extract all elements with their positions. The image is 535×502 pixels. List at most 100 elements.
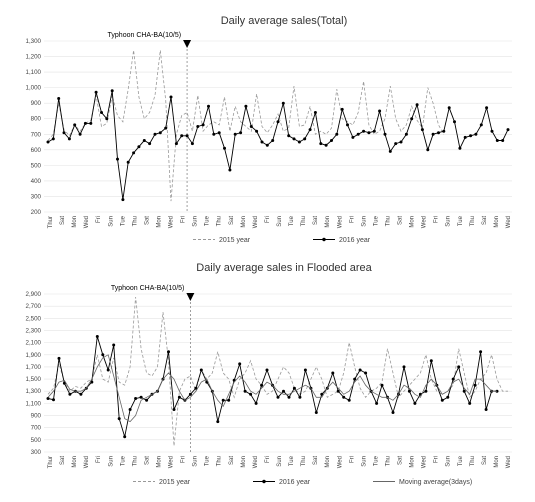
data-point [440, 398, 444, 402]
data-point [362, 129, 366, 133]
data-point [292, 137, 296, 141]
data-point [196, 125, 200, 128]
data-point [190, 142, 194, 146]
x-tick-label: Thur [48, 216, 54, 228]
data-point [276, 395, 280, 399]
data-point [479, 123, 483, 127]
y-tick-label: 2,900 [26, 291, 42, 298]
data-point [73, 123, 77, 127]
data-point [447, 106, 451, 110]
data-point [424, 389, 428, 393]
data-point [212, 132, 216, 136]
x-tick-label: Sat [144, 216, 150, 225]
x-tick-label: Sun [361, 216, 367, 227]
data-point [46, 140, 50, 144]
flooded-area-sales-chart: Daily average sales in Flooded area 300 50… [26, 262, 512, 486]
chart-title: Daily average sales in Flooded area [196, 262, 372, 274]
data-point [319, 142, 323, 146]
x-tick-label: Wed [253, 216, 259, 228]
data-point [153, 132, 157, 136]
data-point [495, 139, 499, 142]
x-tick-label: Wed [337, 456, 343, 468]
data-point [303, 137, 307, 141]
data-point [134, 397, 138, 400]
legend-label: 2016 year [279, 479, 311, 486]
legend-label: 2015 year [159, 479, 191, 486]
x-tick-label: Tue [205, 215, 211, 226]
data-point [121, 198, 125, 202]
data-point [105, 117, 109, 121]
x-tick-label: Sat [398, 216, 404, 225]
data-point [249, 125, 253, 128]
data-point [469, 134, 473, 138]
x-tick-label: Sat [229, 456, 235, 465]
data-point [462, 389, 466, 393]
total-sales-chart: Daily average sales(Total) 200 300 400 500 60… [26, 15, 512, 244]
x-tick-label: Wed [422, 216, 428, 228]
data-point [364, 371, 368, 375]
data-point [336, 389, 340, 393]
x-tick-label: Sun [108, 216, 114, 227]
x-tick-label: Fri [349, 216, 355, 223]
data-point [468, 401, 472, 405]
data-point [83, 121, 87, 125]
x-tick-label: Mon [410, 456, 416, 468]
data-point [243, 389, 247, 393]
data-point [265, 368, 269, 372]
data-point [458, 146, 462, 150]
data-point [335, 132, 339, 136]
x-tick-label: Fri [96, 216, 102, 223]
data-point [110, 89, 114, 93]
data-point [172, 408, 176, 411]
typhoon-annotation: Typhoon CHA-BA(10/5) [111, 285, 185, 292]
x-tick-label: Thu [301, 456, 307, 466]
data-point [255, 129, 259, 133]
data-point [94, 90, 98, 94]
x-tick-label: Mon [410, 216, 416, 228]
y-tick-label: 2,700 [26, 303, 42, 310]
data-point [383, 132, 387, 136]
data-point [320, 392, 324, 396]
y-tick-label: 700 [31, 425, 42, 432]
data-point [391, 411, 395, 414]
data-point [313, 111, 317, 114]
data-point [347, 398, 351, 402]
data-point [276, 120, 280, 124]
data-point [375, 401, 379, 405]
data-point [142, 139, 146, 142]
x-tick-label: Wed [337, 216, 343, 228]
data-point [126, 160, 130, 164]
data-point [287, 395, 291, 399]
y-tick-label: 1,100 [26, 69, 42, 76]
data-point [426, 148, 430, 152]
data-point [167, 350, 170, 354]
x-tick-label: Mon [494, 456, 500, 468]
y-tick-label: 500 [31, 437, 42, 444]
data-point [68, 392, 72, 396]
data-point [378, 109, 382, 113]
x-tick-label: Wed [84, 216, 90, 228]
data-point [260, 140, 264, 144]
y-tick-label: 1,100 [26, 400, 42, 407]
data-point [453, 120, 456, 124]
y-tick-label: 1,900 [26, 352, 42, 359]
data-point [51, 137, 55, 141]
x-tick-label: Mon [72, 456, 78, 468]
data-point [201, 123, 205, 127]
data-point [216, 420, 220, 424]
x-tick-label: Sun [193, 456, 199, 467]
data-point [437, 131, 440, 135]
data-point [174, 142, 178, 146]
data-point [46, 397, 50, 400]
data-point [415, 103, 419, 107]
data-point [463, 135, 467, 139]
data-point [358, 368, 362, 372]
x-tick-label: Thu [301, 216, 307, 226]
data-point [233, 132, 237, 136]
data-point [180, 134, 184, 138]
data-point [90, 380, 94, 384]
x-tick-label: Thu [132, 216, 138, 226]
data-point [410, 117, 414, 121]
x-tick-label: Wed [253, 456, 259, 468]
y-tick-label: 200 [31, 209, 42, 216]
